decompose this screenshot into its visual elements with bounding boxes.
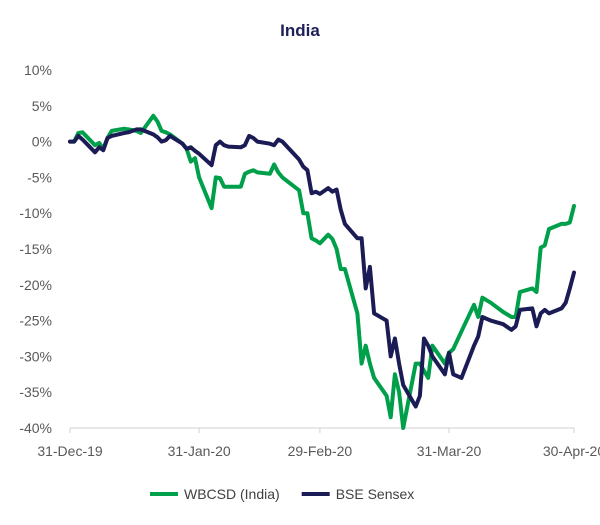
plot-area: 10% 5% 0% -5% -10% -15% -20% -25% -30% -35% -40% 3… <box>19 62 600 459</box>
legend-label: BSE Sensex <box>336 486 415 502</box>
y-tick-label: -25% <box>19 313 52 329</box>
x-tick-label: 31-Jan-20 <box>168 443 231 459</box>
x-tick-label: 29-Feb-20 <box>288 443 353 459</box>
legend-label: WBCSD (India) <box>184 486 280 502</box>
y-tick-label: -40% <box>19 420 52 436</box>
y-tick-label: -30% <box>19 348 52 364</box>
y-tick-label: -20% <box>19 277 52 293</box>
x-tick-label: 31-Dec-19 <box>37 443 103 459</box>
series-group <box>68 113 576 430</box>
x-tick-label: 30-Apr-20 <box>543 443 600 459</box>
y-tick-label: -15% <box>19 241 52 257</box>
x-tick-label: 31-Mar-20 <box>417 443 482 459</box>
y-axis-ticks: 10% 5% 0% -5% -10% -15% -20% -25% -30% -35% -40% <box>19 62 52 436</box>
series-line-bse-sensex <box>68 127 576 409</box>
x-axis-ticks: 31-Dec-19 31-Jan-20 29-Feb-20 31-Mar-20 30-A… <box>37 428 600 459</box>
y-tick-label: 0% <box>32 134 52 150</box>
y-tick-label: -10% <box>19 205 52 221</box>
series-line-wbcsd-india <box>68 113 576 430</box>
y-tick-label: -35% <box>19 384 52 400</box>
y-tick-label: 5% <box>32 98 52 114</box>
chart-title: India <box>280 21 320 40</box>
legend: WBCSD (India) BSE Sensex <box>150 486 414 502</box>
y-tick-label: -5% <box>27 169 52 185</box>
y-tick-label: 10% <box>24 62 52 78</box>
